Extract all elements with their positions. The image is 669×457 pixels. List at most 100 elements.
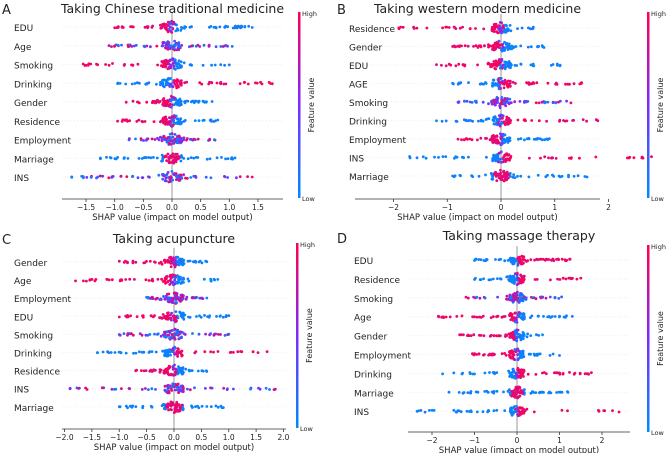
shap-point [594,118,598,122]
shap-point [522,317,526,321]
shap-point [257,386,260,390]
shap-point [224,315,228,319]
shap-point [500,142,504,146]
shap-point [131,333,135,337]
shap-point [468,27,472,30]
shap-point [444,25,448,29]
shap-point [517,349,521,353]
shap-point [147,296,150,299]
shap-point [125,175,129,179]
shap-point [510,334,514,338]
shap-point [508,97,512,101]
shap-point [188,25,192,29]
shap-point [543,138,546,142]
shap-point [133,82,137,85]
shap-point [462,333,465,337]
shap-point [208,138,212,142]
shap-point [516,118,520,122]
shap-point [203,314,206,317]
shap-point [497,24,501,27]
shap-point [495,408,499,412]
shap-point [219,45,223,48]
shap-point [163,335,166,339]
shap-point [504,60,508,64]
shap-point [169,175,173,179]
shap-point [478,333,481,337]
shap-point [566,409,569,413]
shap-point [192,156,196,160]
shap-point [107,44,111,47]
shap-point [156,332,160,336]
shap-point [134,260,138,264]
shap-point [509,374,512,378]
shap-point [579,81,583,85]
shap-point [128,277,132,281]
shap-point [213,138,216,142]
shap-point [478,315,481,319]
shap-point [131,63,135,67]
shap-point [165,62,168,66]
shap-point [176,355,180,358]
shap-point [166,30,170,34]
shap-point [99,157,102,161]
shap-point [158,370,162,374]
colorbar-low-label: Low [300,425,313,433]
shap-point [101,174,104,178]
shap-point [459,333,463,337]
shap-point [223,44,227,48]
shap-point [460,138,463,142]
shap-point [202,118,206,122]
shap-point [219,333,222,336]
x-tick-label: 0.5 [195,433,207,442]
shap-point [520,317,524,320]
shap-point [179,117,183,121]
shap-point [469,119,472,122]
shap-point [130,25,134,29]
shap-point [555,391,558,394]
shap-point [167,120,171,124]
shap-point [477,352,481,356]
shap-point [166,366,170,370]
shap-point [164,119,167,123]
shap-point [514,318,517,321]
shap-point [506,153,510,157]
shap-point [153,314,156,317]
shap-point [135,368,139,372]
shap-point [538,390,542,394]
feature-label: Residence [349,25,395,35]
shap-point [85,279,88,283]
shap-point [164,115,168,119]
shap-point [519,62,523,66]
shap-point [463,44,467,48]
shap-point [497,87,501,91]
shap-point [164,294,168,298]
shap-point [560,257,564,261]
shap-point [204,259,208,263]
shap-point [113,26,117,30]
shap-point [178,387,182,391]
shap-point [504,353,508,357]
shap-point [525,137,529,141]
shap-point [557,258,560,261]
x-tick-label: 2.0 [278,433,290,442]
shap-point [167,139,171,142]
shap-point [551,352,555,356]
shap-point [190,100,193,104]
shap-point [550,315,554,318]
shap-point [514,82,517,85]
shap-point [503,63,507,66]
shap-point [189,176,193,179]
shap-point [183,100,187,103]
shap-point [508,79,512,83]
shap-point [174,41,178,45]
shap-point [478,82,482,86]
shap-point [264,386,268,390]
shap-point [492,334,496,337]
shap-point [134,137,137,141]
shap-point [585,119,588,123]
shap-point [119,174,123,178]
feature-label: Smoking [354,295,393,305]
shap-point [492,315,495,318]
x-tick-label: −1.0 [110,433,128,442]
shap-point [465,137,468,140]
